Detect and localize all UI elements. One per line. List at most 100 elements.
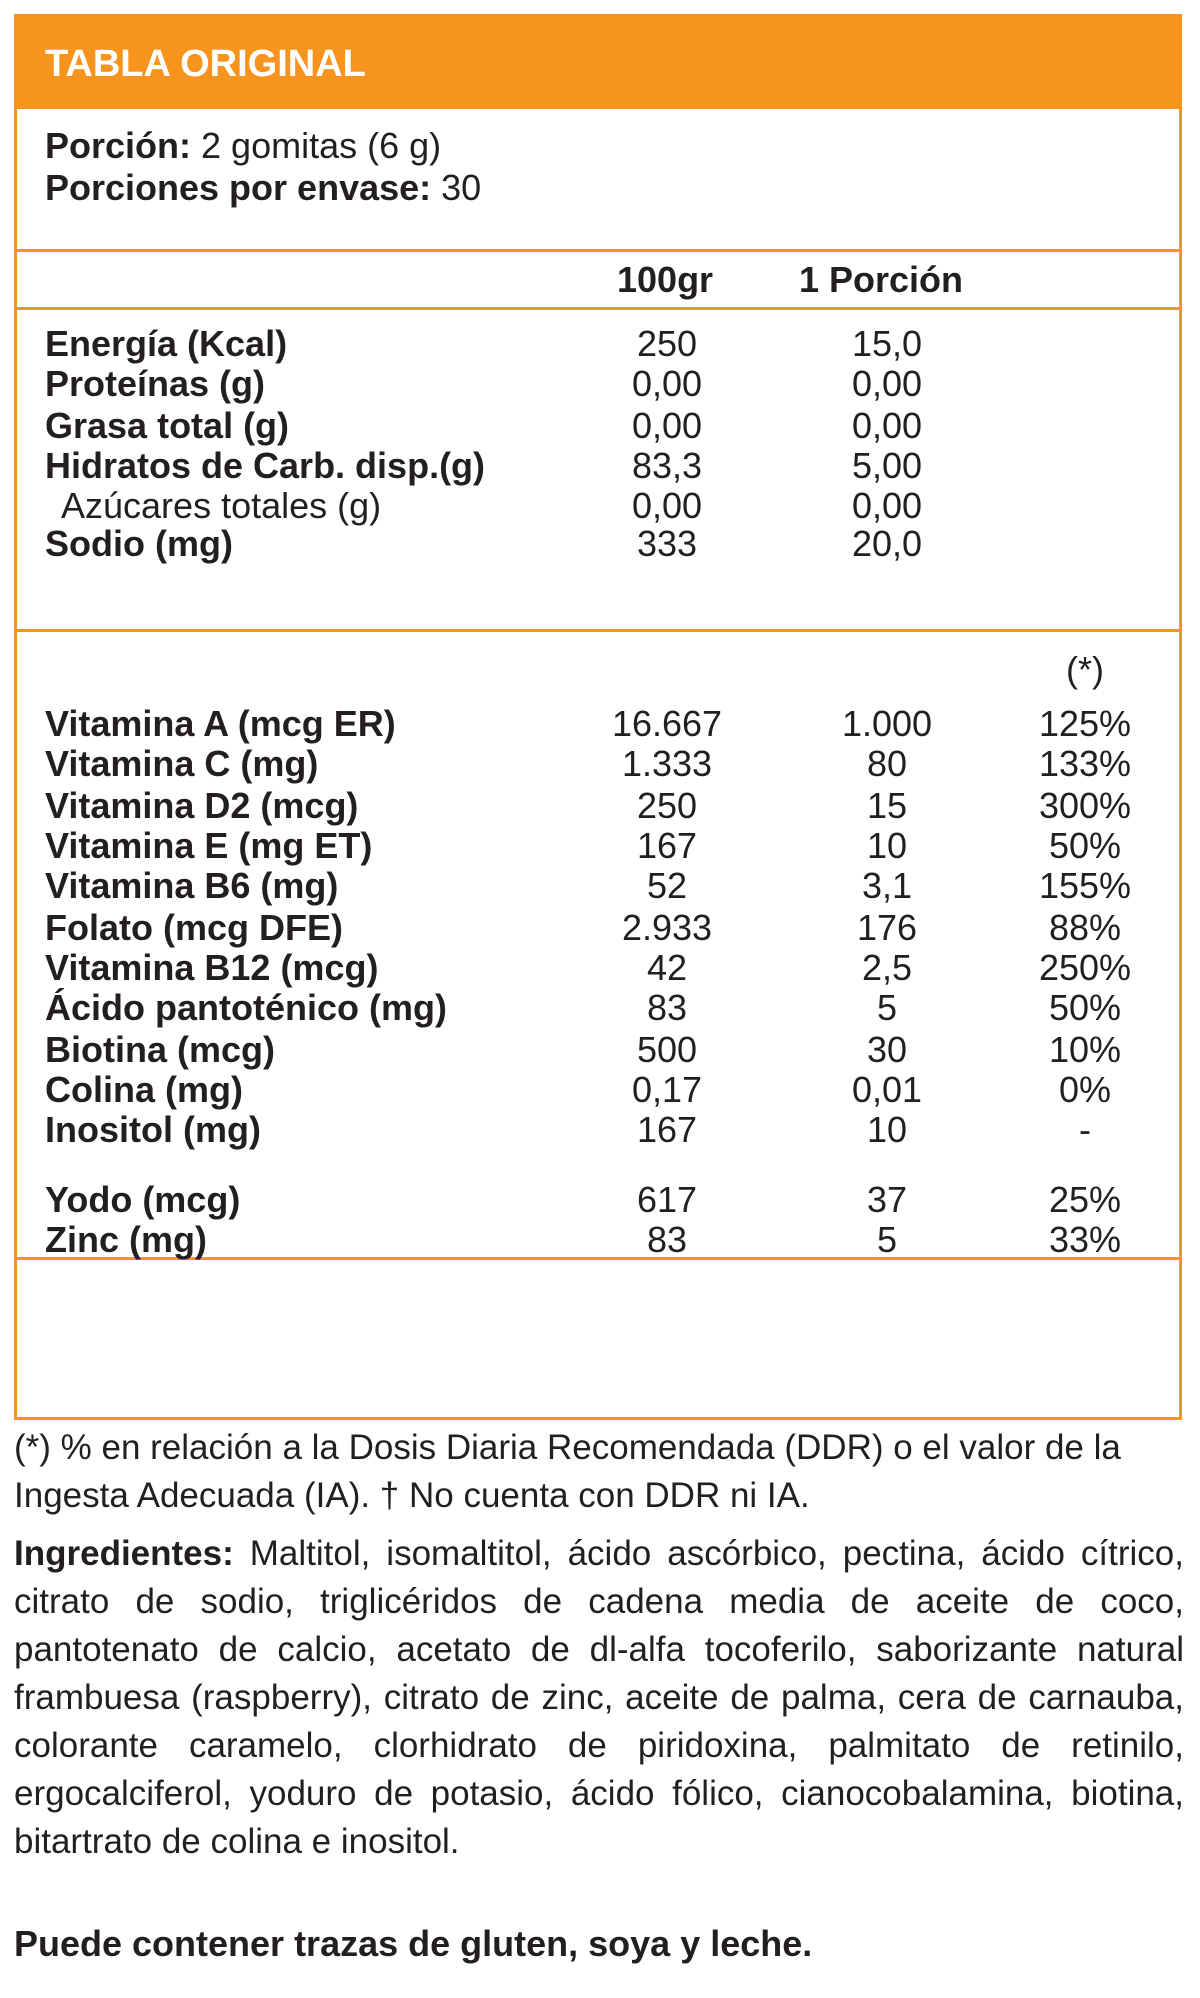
- nutrient-label: Azúcares totales (g): [61, 485, 382, 526]
- value-per-100g: 167: [636, 825, 698, 866]
- table-row: Grasa total (g) 0,00 0,00: [17, 403, 1179, 449]
- table-row: Proteínas (g) 0,00 0,00: [17, 361, 1179, 407]
- nutrient-label: Hidratos de Carb. disp.(g): [45, 445, 486, 486]
- value-pct-ddr: -: [1079, 1109, 1091, 1150]
- nutrient-label: Proteínas (g): [45, 363, 266, 404]
- nutrient-label: Vitamina A (mcg ER): [45, 703, 396, 744]
- table-row: Zinc (mg) 83 5 33%: [17, 1217, 1179, 1263]
- nutrient-label: Sodio (mg): [45, 523, 233, 564]
- allergen-warning: Puede contener trazas de gluten, soya y …: [14, 1923, 813, 1964]
- value-per-100g: 52: [646, 865, 688, 906]
- table-row: Ácido pantoténico (mg) 83 5 50%: [17, 985, 1179, 1031]
- value-per-portion: 15,0: [851, 323, 923, 364]
- table-title: TABLA ORIGINAL: [45, 43, 366, 85]
- value-per-portion: 37: [866, 1179, 908, 1220]
- value-per-100g: 2.933: [621, 907, 713, 948]
- table-row: Vitamina C (mg) 1.333 80 133%: [17, 741, 1179, 787]
- value-pct-ddr: 250%: [1038, 947, 1132, 988]
- table-row: Yodo (mcg) 617 37 25%: [17, 1177, 1179, 1223]
- ingredients: Ingredientes: Maltitol, isomaltitol, áci…: [14, 1530, 1184, 1866]
- value-pct-ddr: 300%: [1038, 785, 1132, 826]
- nutrient-label: Inositol (mg): [45, 1109, 261, 1150]
- servings-per-pack-value: 30: [431, 167, 482, 208]
- table-row: Folato (mcg DFE) 2.933 176 88%: [17, 905, 1179, 951]
- value-per-portion: 20,0: [851, 523, 923, 564]
- pct-marker: (*): [1066, 649, 1104, 690]
- column-header-portion: 1 Porción: [799, 259, 964, 300]
- value-per-portion: 0,00: [851, 405, 923, 446]
- table-row: Vitamina B12 (mcg) 42 2,5 250%: [17, 945, 1179, 991]
- value-per-portion: 0,01: [851, 1069, 923, 1110]
- value-per-100g: 0,00: [631, 405, 703, 446]
- value-per-100g: 0,00: [631, 363, 703, 404]
- value-per-portion: 5: [876, 987, 898, 1028]
- value-pct-ddr: 50%: [1048, 987, 1122, 1028]
- value-pct-ddr: 33%: [1048, 1219, 1122, 1260]
- value-per-portion: 15: [866, 785, 908, 826]
- value-per-100g: 16.667: [611, 703, 723, 744]
- nutrient-label: Yodo (mcg): [45, 1179, 241, 1220]
- value-pct-ddr: 155%: [1038, 865, 1132, 906]
- value-pct-ddr: 88%: [1048, 907, 1122, 948]
- nutrient-label: Vitamina D2 (mcg): [45, 785, 359, 826]
- nutrient-label: Energía (Kcal): [45, 323, 288, 364]
- value-per-100g: 0,00: [631, 485, 703, 526]
- value-per-100g: 333: [636, 523, 698, 564]
- nutrition-table: TABLA ORIGINAL Porción: 2 gomitas (6 g) …: [14, 14, 1182, 1420]
- servings-per-pack-label: Porciones por envase:: [45, 167, 432, 208]
- table-header: TABLA ORIGINAL: [17, 17, 1179, 109]
- nutrient-label: Vitamina C (mg): [45, 743, 319, 784]
- value-per-portion: 2,5: [861, 947, 913, 988]
- ingredients-text: Maltitol, isomaltitol, ácido ascórbico, …: [14, 1534, 1184, 1861]
- value-pct-ddr: 25%: [1048, 1179, 1122, 1220]
- nutrient-label: Vitamina B12 (mcg): [45, 947, 379, 988]
- value-per-portion: 176: [856, 907, 918, 948]
- table-row: Vitamina B6 (mg) 52 3,1 155%: [17, 863, 1179, 909]
- value-per-portion: 10: [866, 1109, 908, 1150]
- value-per-portion: 5,00: [851, 445, 923, 486]
- serving-size-value: 2 gomitas (6 g): [191, 125, 442, 166]
- table-row: Vitamina D2 (mcg) 250 15 300%: [17, 783, 1179, 829]
- column-header-100g: 100gr: [617, 259, 714, 300]
- table-row: Inositol (mg) 167 10 -: [17, 1107, 1179, 1153]
- value-per-portion: 10: [866, 825, 908, 866]
- nutrient-label: Folato (mcg DFE): [45, 907, 343, 948]
- table-row: Sodio (mg) 333 20,0: [17, 521, 1179, 567]
- divider: [17, 307, 1179, 310]
- value-per-100g: 617: [636, 1179, 698, 1220]
- footnote: (*) % en relación a la Dosis Diaria Reco…: [14, 1428, 1121, 1515]
- value-per-100g: 500: [636, 1029, 698, 1070]
- divider: [17, 249, 1179, 252]
- nutrient-label: Zinc (mg): [45, 1219, 207, 1260]
- ingredients-label: Ingredientes:: [14, 1534, 234, 1573]
- nutrient-label: Grasa total (g): [45, 405, 290, 446]
- value-per-portion: 0,00: [851, 363, 923, 404]
- value-pct-ddr: 10%: [1048, 1029, 1122, 1070]
- table-row: Azúcares totales (g) 0,00 0,00: [17, 483, 1179, 529]
- value-per-100g: 83,3: [631, 445, 703, 486]
- table-row: Biotina (mcg) 500 30 10%: [17, 1027, 1179, 1073]
- value-per-100g: 250: [636, 323, 698, 364]
- value-per-100g: 250: [636, 785, 698, 826]
- nutrient-label: Biotina (mcg): [45, 1029, 275, 1070]
- value-pct-ddr: 133%: [1038, 743, 1132, 784]
- value-per-portion: 3,1: [861, 865, 913, 906]
- value-per-portion: 80: [866, 743, 908, 784]
- table-row: Vitamina A (mcg ER) 16.667 1.000 125%: [17, 701, 1179, 747]
- value-per-portion: 30: [866, 1029, 908, 1070]
- table-row: Hidratos de Carb. disp.(g) 83,3 5,00: [17, 443, 1179, 489]
- value-per-100g: 1.333: [621, 743, 713, 784]
- value-pct-ddr: 0%: [1058, 1069, 1112, 1110]
- nutrient-label: Vitamina B6 (mg): [45, 865, 339, 906]
- value-per-100g: 0,17: [631, 1069, 703, 1110]
- nutrient-label: Ácido pantoténico (mg): [45, 987, 447, 1028]
- serving-size: Porción: 2 gomitas (6 g): [45, 121, 441, 171]
- value-per-portion: 5: [876, 1219, 898, 1260]
- servings-per-pack: Porciones por envase: 30: [45, 163, 481, 213]
- nutrient-label: Colina (mg): [45, 1069, 243, 1110]
- value-per-100g: 167: [636, 1109, 698, 1150]
- nutrient-label: Vitamina E (mg ET): [45, 825, 373, 866]
- value-per-100g: 83: [646, 987, 688, 1028]
- table-row: Energía (Kcal) 250 15,0: [17, 321, 1179, 367]
